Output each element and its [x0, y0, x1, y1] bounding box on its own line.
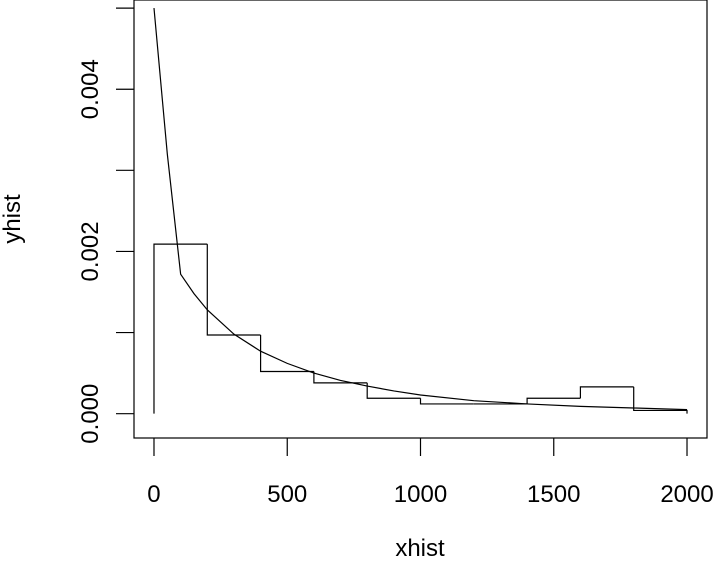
x-tick-label: 500: [267, 481, 307, 508]
x-tick-label: 0: [147, 481, 160, 508]
plot-frame: [133, 0, 708, 439]
histogram-bin: [579, 386, 634, 399]
histogram-bin: [313, 371, 368, 384]
histogram-bars: [153, 243, 688, 414]
x-tick-label: 1500: [527, 481, 580, 508]
histogram-bin: [153, 243, 208, 414]
y-tick-label: 0.002: [77, 221, 104, 281]
histogram-bin: [526, 397, 581, 404]
histogram-bin: [259, 334, 314, 373]
x-tick-label: 1000: [394, 481, 447, 508]
histogram-bin: [419, 398, 474, 405]
histogram-bin: [206, 244, 261, 336]
y-axis-title: yhist: [0, 194, 26, 244]
y-axis: 0.000 0.002 0.004: [77, 7, 134, 444]
x-axis-title: xhist: [395, 535, 445, 562]
x-axis: 0 500 1000 1500 2000: [147, 438, 714, 508]
x-tick-label: 2000: [660, 481, 713, 508]
histogram-bin: [366, 382, 421, 399]
histogram-bin: [633, 386, 688, 414]
y-tick-label: 0.000: [77, 384, 104, 444]
density-curve: [153, 8, 688, 411]
y-tick-label: 0.004: [77, 59, 104, 119]
